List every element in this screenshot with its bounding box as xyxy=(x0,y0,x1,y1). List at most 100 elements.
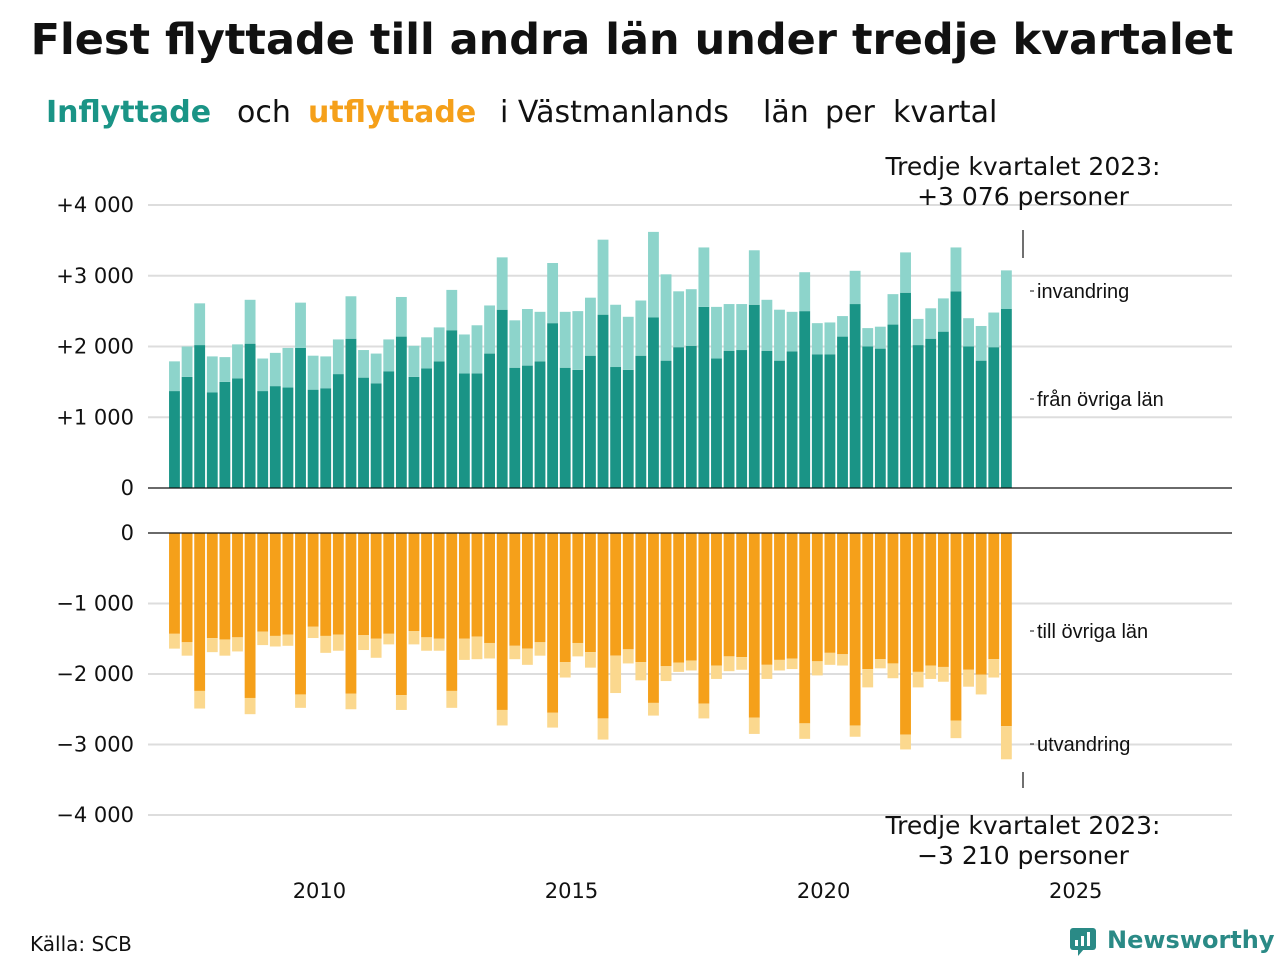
bar-utvandring xyxy=(509,645,521,660)
bar-till-ovriga-lan xyxy=(383,533,395,634)
bar-utvandring xyxy=(963,669,974,687)
bar-invandring xyxy=(862,328,874,347)
bar-till-ovriga-lan xyxy=(320,533,332,636)
subtitle-utflyttade: utflyttade xyxy=(308,95,476,130)
bar-till-ovriga-lan xyxy=(244,533,256,698)
bar-till-ovriga-lan xyxy=(698,533,710,704)
subtitle-och: och xyxy=(237,95,291,130)
bar-fran-ovriga-lan xyxy=(963,346,974,488)
bar-invandring xyxy=(950,247,962,292)
bar-utvandring xyxy=(471,636,483,660)
bar-invandring xyxy=(534,311,546,362)
bar-invandring xyxy=(837,316,848,337)
top-panel-bars xyxy=(169,231,1012,488)
bar-till-ovriga-lan xyxy=(786,533,798,659)
bar-utvandring xyxy=(370,638,382,658)
bar-till-ovriga-lan xyxy=(824,533,836,653)
bar-till-ovriga-lan xyxy=(358,533,369,636)
bar-utvandring xyxy=(925,665,937,679)
bar-invandring xyxy=(358,350,369,378)
bar-utvandring xyxy=(673,662,685,672)
bar-fran-ovriga-lan xyxy=(761,350,773,488)
bar-till-ovriga-lan xyxy=(660,533,672,667)
x-tick-label: 2020 xyxy=(797,879,850,903)
bar-utvandring xyxy=(295,694,306,708)
bar-till-ovriga-lan xyxy=(433,533,445,639)
bar-till-ovriga-lan xyxy=(874,533,886,660)
bar-fran-ovriga-lan xyxy=(534,361,546,488)
bar-utvandring xyxy=(446,690,458,708)
bar-utvandring xyxy=(585,652,596,668)
bar-invandring xyxy=(471,325,483,374)
bar-fran-ovriga-lan xyxy=(358,377,369,488)
bar-invandring xyxy=(269,352,281,387)
bar-fran-ovriga-lan xyxy=(345,338,357,488)
bar-till-ovriga-lan xyxy=(395,533,407,696)
bar-invandring xyxy=(723,304,735,351)
bar-utvandring xyxy=(408,630,420,645)
bar-till-ovriga-lan xyxy=(269,533,281,636)
bar-invandring xyxy=(572,311,584,370)
top-annotation: Tredje kvartalet 2023: +3 076 personer xyxy=(885,152,1160,258)
bar-utvandring xyxy=(811,661,823,676)
bar-invandring xyxy=(484,305,496,354)
bar-invandring xyxy=(345,296,357,339)
bar-fran-ovriga-lan xyxy=(622,369,634,488)
bar-fran-ovriga-lan xyxy=(521,365,533,488)
bottom-annotation: Tredje kvartalet 2023: −3 210 personer xyxy=(885,772,1160,870)
bar-utvandring xyxy=(383,633,395,645)
bar-fran-ovriga-lan xyxy=(874,348,886,488)
bar-till-ovriga-lan xyxy=(496,533,508,710)
bar-till-ovriga-lan xyxy=(673,533,685,663)
bar-invandring xyxy=(597,239,609,315)
bar-till-ovriga-lan xyxy=(547,533,559,713)
bar-utvandring xyxy=(887,663,899,679)
bar-utvandring xyxy=(269,635,281,647)
bar-utvandring xyxy=(950,720,962,739)
bar-utvandring xyxy=(874,659,886,669)
bar-till-ovriga-lan xyxy=(761,533,773,665)
bar-fran-ovriga-lan xyxy=(748,304,760,488)
bar-till-ovriga-lan xyxy=(975,533,987,675)
bar-fran-ovriga-lan xyxy=(648,317,659,488)
bar-fran-ovriga-lan xyxy=(711,358,722,488)
bar-utvandring xyxy=(232,637,243,652)
bar-fran-ovriga-lan xyxy=(496,309,508,488)
top-y-tick-label: +4 000 xyxy=(56,193,134,217)
brand-logo[interactable]: Newsworthy xyxy=(1070,926,1275,956)
bar-till-ovriga-lan xyxy=(937,533,949,667)
bar-till-ovriga-lan xyxy=(521,533,533,649)
bar-fran-ovriga-lan xyxy=(912,345,924,488)
bar-invandring xyxy=(988,312,1000,348)
bar-utvandring xyxy=(635,662,647,681)
bar-utvandring xyxy=(433,638,445,651)
bar-till-ovriga-lan xyxy=(900,533,911,735)
bar-till-ovriga-lan xyxy=(194,533,206,691)
bar-invandring xyxy=(257,358,269,392)
bar-fran-ovriga-lan xyxy=(219,381,231,488)
bar-fran-ovriga-lan xyxy=(169,391,180,488)
bar-till-ovriga-lan xyxy=(748,533,760,718)
bar-invandring xyxy=(748,250,760,305)
bar-invandring xyxy=(194,303,206,346)
top-y-tick-label: +3 000 xyxy=(56,264,134,288)
bar-fran-ovriga-lan xyxy=(799,311,811,488)
bottom-panel-y-ticks: 0 −1 000 −2 000 −3 000 −4 000 xyxy=(56,521,134,827)
series-label-fran-ovriga-lan: från övriga län xyxy=(1037,389,1164,411)
bar-invandring xyxy=(509,320,521,368)
bar-fran-ovriga-lan xyxy=(585,355,596,488)
bar-till-ovriga-lan xyxy=(408,533,420,631)
bar-till-ovriga-lan xyxy=(648,533,659,703)
bar-utvandring xyxy=(345,693,357,710)
top-y-tick-label: 0 xyxy=(121,476,134,500)
bar-invandring xyxy=(685,289,697,346)
bar-till-ovriga-lan xyxy=(988,533,1000,660)
bar-utvandring xyxy=(521,648,533,665)
bar-fran-ovriga-lan xyxy=(547,323,559,488)
bar-invandring xyxy=(559,311,571,368)
x-tick-label: 2025 xyxy=(1049,879,1102,903)
bar-till-ovriga-lan xyxy=(774,533,785,660)
bar-utvandring xyxy=(748,717,760,734)
bar-invandring xyxy=(332,339,344,375)
